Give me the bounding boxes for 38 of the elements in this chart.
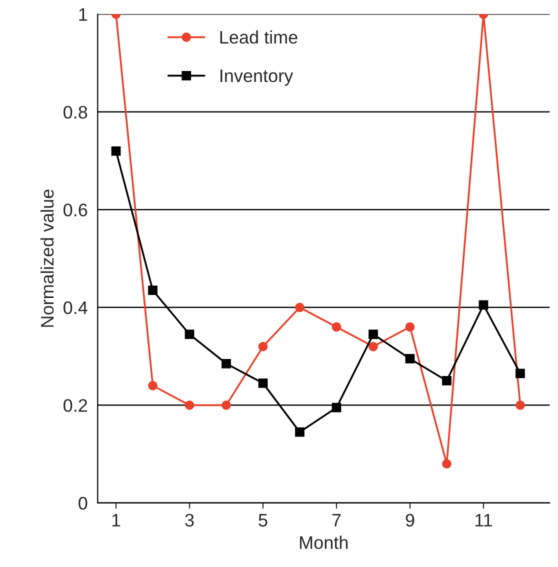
point <box>184 400 194 410</box>
point <box>148 380 158 390</box>
y-tick-label: 1 <box>79 8 88 21</box>
point <box>184 330 194 339</box>
legend-label: Inventory <box>220 70 294 86</box>
point <box>516 368 525 378</box>
point <box>258 342 268 352</box>
legend-label: Lead time <box>220 30 298 44</box>
point <box>295 302 304 312</box>
y-tick-label: 0.2 <box>64 399 88 412</box>
point <box>368 342 378 352</box>
x-tick-label: 3 <box>185 514 194 527</box>
point <box>368 330 378 339</box>
y-tick-label: 0 <box>78 496 88 510</box>
point <box>405 354 415 364</box>
y-tick-label: 0.6 <box>64 204 88 216</box>
x-axis-title: Month <box>300 536 348 549</box>
point <box>442 459 452 469</box>
point <box>516 400 525 410</box>
x-tick-label: 7 <box>332 514 341 526</box>
point <box>111 146 121 156</box>
point <box>295 427 304 437</box>
x-tick-label: 1 <box>112 514 120 526</box>
point <box>258 378 268 388</box>
point <box>478 300 488 310</box>
point <box>148 286 158 296</box>
y-tick-label: 0.4 <box>64 301 88 314</box>
point <box>332 322 342 332</box>
y-tick-label: 0.8 <box>64 106 88 119</box>
point <box>442 376 452 386</box>
y-axis-title: Normalized value <box>40 190 54 327</box>
point <box>222 358 231 368</box>
x-tick-label: 11 <box>475 514 492 526</box>
point <box>405 322 415 332</box>
x-tick-label: 9 <box>406 514 414 527</box>
x-tick-label: 5 <box>258 514 268 527</box>
point <box>222 400 231 410</box>
point <box>332 402 342 412</box>
